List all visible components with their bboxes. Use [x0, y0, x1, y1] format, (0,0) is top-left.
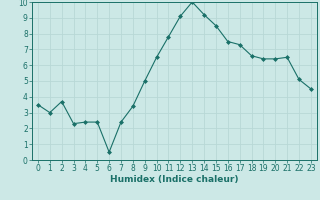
X-axis label: Humidex (Indice chaleur): Humidex (Indice chaleur)	[110, 175, 239, 184]
